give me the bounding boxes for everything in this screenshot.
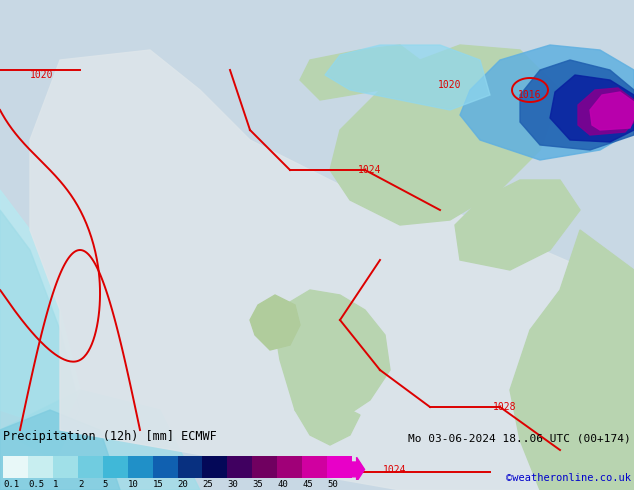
Polygon shape xyxy=(30,50,634,490)
Text: Mo 03-06-2024 18..06 UTC (00+174): Mo 03-06-2024 18..06 UTC (00+174) xyxy=(408,434,631,443)
Text: 2: 2 xyxy=(78,480,83,489)
Polygon shape xyxy=(590,92,634,130)
Polygon shape xyxy=(325,45,490,110)
Polygon shape xyxy=(275,290,390,430)
Text: 1024: 1024 xyxy=(383,465,407,475)
Text: ©weatheronline.co.uk: ©weatheronline.co.uk xyxy=(506,473,631,483)
Polygon shape xyxy=(0,190,80,430)
Polygon shape xyxy=(510,230,634,490)
Text: 1028: 1028 xyxy=(493,402,517,412)
Polygon shape xyxy=(330,45,560,225)
Polygon shape xyxy=(295,402,360,445)
Text: 1016: 1016 xyxy=(518,90,541,100)
Text: 10: 10 xyxy=(127,480,138,489)
Polygon shape xyxy=(0,390,200,490)
Text: 50: 50 xyxy=(327,480,338,489)
Polygon shape xyxy=(460,45,634,160)
Text: 5: 5 xyxy=(103,480,108,489)
Polygon shape xyxy=(0,210,80,460)
Text: 15: 15 xyxy=(153,480,164,489)
Polygon shape xyxy=(300,45,420,100)
Polygon shape xyxy=(520,60,634,150)
Text: Precipitation (12h) [mm] ECMWF: Precipitation (12h) [mm] ECMWF xyxy=(3,430,217,443)
Polygon shape xyxy=(578,88,634,135)
Text: 1024: 1024 xyxy=(358,165,382,175)
Polygon shape xyxy=(0,410,120,490)
Text: 40: 40 xyxy=(277,480,288,489)
Text: 45: 45 xyxy=(302,480,313,489)
Text: 0.5: 0.5 xyxy=(28,480,44,489)
Text: 0.1: 0.1 xyxy=(3,480,19,489)
Text: 20: 20 xyxy=(178,480,188,489)
FancyArrow shape xyxy=(352,457,365,482)
Polygon shape xyxy=(455,180,580,270)
Text: 1020: 1020 xyxy=(30,70,53,80)
Polygon shape xyxy=(250,295,300,350)
Text: 1020: 1020 xyxy=(438,80,462,90)
Text: 30: 30 xyxy=(228,480,238,489)
Text: 1: 1 xyxy=(53,480,58,489)
Text: 25: 25 xyxy=(202,480,213,489)
Text: 35: 35 xyxy=(252,480,263,489)
Polygon shape xyxy=(550,75,634,142)
